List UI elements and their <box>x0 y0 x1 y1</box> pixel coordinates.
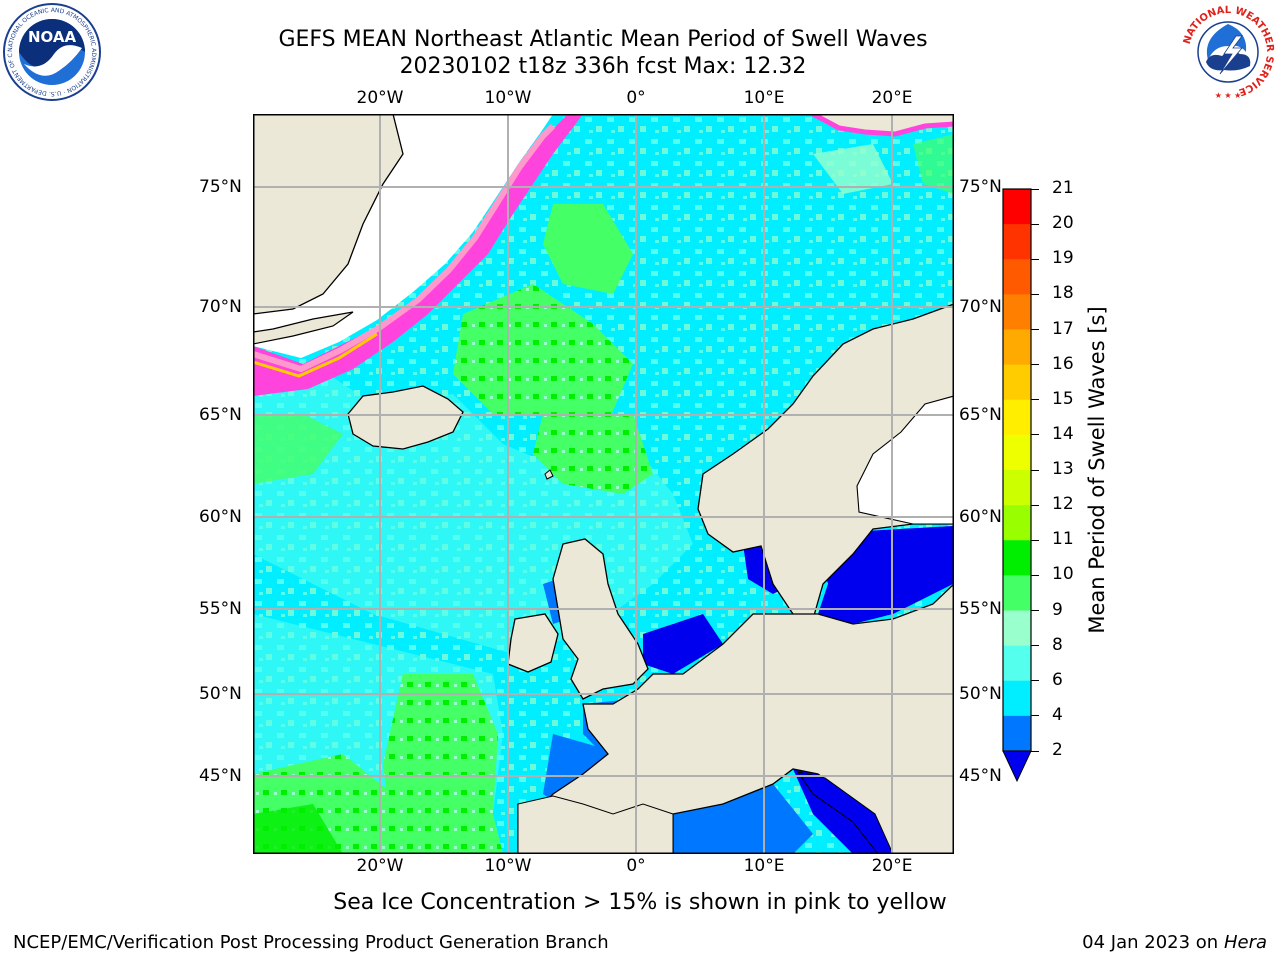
svg-text:★ ★ ★: ★ ★ ★ <box>1215 91 1242 100</box>
colorbar-band <box>1003 540 1031 576</box>
graticule <box>253 114 954 854</box>
colorbar-band <box>1003 470 1031 506</box>
colorbar-tick-label: 11 <box>1052 529 1074 550</box>
colorbar-tick-mark <box>1031 539 1039 541</box>
colorbar-band <box>1003 294 1031 330</box>
lon-label-bottom-20e: 20°E <box>871 856 913 876</box>
lat-label-right-45n: 45°N <box>959 766 1002 786</box>
lat-label-left-50n: 50°N <box>199 684 242 704</box>
chart-title: GEFS MEAN Northeast Atlantic Mean Period… <box>278 27 928 52</box>
colorbar-tick-mark <box>1031 469 1039 471</box>
iceland-land <box>347 385 464 450</box>
lat-label-left-75n: 75°N <box>199 177 242 197</box>
sea-ice-edge <box>253 114 583 396</box>
colorbar-tick-mark <box>1031 750 1039 752</box>
colorbar-band <box>1003 680 1031 717</box>
lat-label-left-55n: 55°N <box>199 599 242 619</box>
colorbar-band <box>1003 575 1031 611</box>
footer-machine: Hera <box>1223 932 1267 953</box>
lon-label-bottom-10w: 10°W <box>484 856 532 876</box>
lat-label-right-65n: 65°N <box>959 405 1002 425</box>
colorbar-tick-mark <box>1031 645 1039 647</box>
colorbar-band <box>1003 189 1031 225</box>
lon-label-bottom-20w: 20°W <box>356 856 404 876</box>
lon-label-top-20e: 20°E <box>871 88 913 108</box>
lon-label-top-0: 0° <box>626 88 646 108</box>
lat-label-right-75n: 75°N <box>959 177 1002 197</box>
colorbar-extend-arrow <box>1002 750 1032 783</box>
great-britain-land <box>552 538 649 700</box>
colorbar-band <box>1003 434 1031 471</box>
colorbar-tick-label: 9 <box>1052 599 1063 620</box>
chart-subtitle: 20230102 t18z 336h fcst Max: 12.32 <box>399 54 807 79</box>
colorbar-tick-label: 14 <box>1052 423 1074 444</box>
colorbar-band <box>1003 715 1031 752</box>
colorbar-tick-label: 18 <box>1052 283 1074 304</box>
lat-label-left-70n: 70°N <box>199 297 242 317</box>
lon-label-top-10e: 10°E <box>743 88 785 108</box>
lat-label-left-45n: 45°N <box>199 766 242 786</box>
colorbar-tick-mark <box>1031 680 1039 682</box>
footer-timestamp: 04 Jan 2023 on Hera <box>1082 932 1267 953</box>
colorbar-tick-label: 16 <box>1052 353 1074 374</box>
colorbar-tick-mark <box>1031 715 1039 717</box>
colorbar-tick-label: 21 <box>1052 178 1074 198</box>
iberia-land <box>517 795 674 854</box>
colorbar-tick-label: 12 <box>1052 494 1074 515</box>
colorbar-tick-mark <box>1031 399 1039 401</box>
colorbar-tick-label: 13 <box>1052 459 1074 479</box>
colorbar-tick-mark <box>1031 504 1039 506</box>
greenland-land <box>253 114 404 315</box>
colorbar-band <box>1003 610 1031 647</box>
colorbar-tick-mark <box>1031 610 1039 611</box>
colorbar-tick-mark <box>1031 223 1039 225</box>
colorbar-tick-mark <box>1031 258 1039 260</box>
colorbar-band <box>1003 364 1031 401</box>
lon-label-bottom-0: 0° <box>626 856 646 876</box>
colorbar-tick-label: 17 <box>1052 318 1074 339</box>
lon-label-top-10w: 10°W <box>484 88 532 108</box>
colorbar-band <box>1003 259 1031 295</box>
colorbar-tick-label: 20 <box>1052 213 1074 234</box>
ireland-land <box>507 613 559 673</box>
footer-producer: NCEP/EMC/Verification Post Processing Pr… <box>13 932 609 953</box>
lat-label-left-60n: 60°N <box>199 507 242 527</box>
colorbar-band <box>1003 329 1031 366</box>
nws-logo: NATIONAL WEATHER SERVICE ★ ★ ★ <box>1180 4 1276 100</box>
noaa-logo: NATIONAL OCEANIC AND ATMOSPHERIC ADMINIS… <box>2 2 101 101</box>
footer-date: 04 Jan 2023 on <box>1082 932 1224 953</box>
colorbar-tick-mark <box>1031 293 1039 295</box>
colorbar-band <box>1003 399 1031 436</box>
sea-ice-note: Sea Ice Concentration > 15% is shown in … <box>333 890 947 915</box>
lon-label-bottom-10e: 10°E <box>743 856 785 876</box>
colorbar-tick-label: 4 <box>1052 704 1063 725</box>
map-area <box>253 114 954 854</box>
lat-label-right-70n: 70°N <box>959 297 1002 317</box>
noaa-text: NOAA <box>28 28 77 46</box>
lat-label-right-50n: 50°N <box>959 684 1002 704</box>
colorbar-band <box>1003 645 1031 682</box>
colorbar-tick-mark <box>1031 434 1039 436</box>
lat-label-right-60n: 60°N <box>959 507 1002 527</box>
continental-europe-land <box>517 583 954 854</box>
gulf-of-bothnia <box>856 395 954 525</box>
colorbar-tick-mark <box>1031 364 1039 366</box>
lat-label-left-65n: 65°N <box>199 405 242 425</box>
lon-label-top-20w: 20°W <box>356 88 404 108</box>
colorbar <box>1002 188 1032 783</box>
colorbar-band <box>1003 505 1031 541</box>
colorbar-tick-label: 2 <box>1052 740 1063 760</box>
colorbar-tick-label: 6 <box>1052 669 1063 690</box>
scandinavia-land <box>697 303 954 620</box>
colorbar-tick-label: 8 <box>1052 634 1063 655</box>
colorbar-tick-mark <box>1031 574 1039 576</box>
colorbar-tick-label: 10 <box>1052 564 1074 585</box>
colorbar-band <box>1003 224 1031 260</box>
lat-label-right-55n: 55°N <box>959 599 1002 619</box>
colorbar-tick-label: 19 <box>1052 248 1074 269</box>
colorbar-label: Mean Period of Swell Waves [s] <box>1085 306 1109 634</box>
colorbar-tick-label: 15 <box>1052 388 1074 409</box>
colorbar-tick-mark <box>1031 329 1039 330</box>
colorbar-tick-mark <box>1031 188 1039 190</box>
